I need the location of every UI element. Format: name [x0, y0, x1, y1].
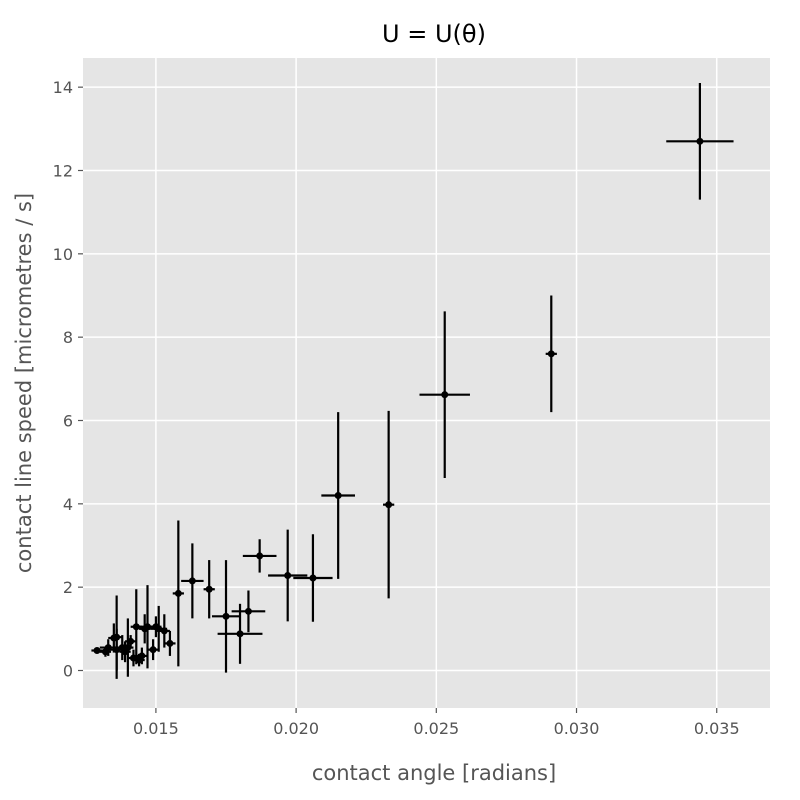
- x-tick-label: 0.020: [273, 719, 319, 738]
- x-tick-labels: 0.015 0.020 0.025 0.030 0.035: [133, 708, 740, 738]
- point-marker: [132, 623, 140, 631]
- data-point: [321, 412, 355, 579]
- point-marker: [222, 612, 230, 620]
- y-tick-label: 4: [63, 495, 73, 514]
- data-points: [91, 83, 734, 679]
- point-marker: [696, 137, 704, 145]
- y-tick-label: 0: [63, 662, 73, 681]
- point-marker: [143, 623, 151, 631]
- data-point: [217, 603, 263, 664]
- data-point: [419, 311, 470, 478]
- point-marker: [113, 633, 121, 641]
- data-point: [91, 647, 103, 654]
- point-marker: [284, 572, 292, 579]
- point-marker: [93, 647, 101, 654]
- data-point: [136, 647, 148, 665]
- x-tick-label: 0.025: [413, 719, 459, 738]
- x-tick-label: 0.015: [133, 719, 179, 738]
- data-point: [293, 534, 333, 622]
- y-tick-label: 14: [53, 78, 73, 97]
- y-tick-label: 8: [63, 328, 73, 347]
- point-marker: [166, 639, 174, 647]
- plot-area: [83, 58, 770, 708]
- data-point: [211, 560, 241, 673]
- point-marker: [160, 627, 168, 635]
- y-tick-label: 12: [53, 162, 73, 181]
- grid-lines: [83, 58, 770, 708]
- y-tick-labels: 0 2 4 6 8 10 12 14: [53, 78, 83, 681]
- data-point: [158, 614, 170, 648]
- data-point: [203, 560, 215, 619]
- point-marker: [149, 646, 157, 654]
- point-marker: [205, 585, 213, 593]
- data-point: [164, 630, 176, 656]
- y-tick-label: 10: [53, 245, 73, 264]
- x-tick-label: 0.030: [554, 719, 600, 738]
- point-marker: [441, 391, 449, 399]
- data-point: [172, 520, 184, 667]
- data-point: [147, 639, 159, 661]
- x-tick-label: 0.035: [694, 719, 740, 738]
- data-point: [383, 410, 395, 599]
- point-marker: [385, 501, 393, 509]
- data-point: [130, 589, 142, 665]
- point-marker: [174, 589, 182, 597]
- data-point: [268, 529, 308, 622]
- point-marker: [188, 577, 196, 585]
- y-axis-label: contact line speed [micrometres / s]: [12, 193, 36, 573]
- x-axis-label: contact angle [radians]: [312, 761, 556, 785]
- point-marker: [244, 607, 252, 615]
- data-point: [125, 635, 137, 648]
- data-point: [231, 590, 266, 633]
- y-tick-label: 2: [63, 578, 73, 597]
- point-marker: [138, 652, 146, 660]
- point-marker: [127, 637, 135, 645]
- data-point: [242, 539, 277, 573]
- chart-title: U = U(θ): [382, 20, 486, 48]
- point-marker: [547, 350, 555, 358]
- y-tick-label: 6: [63, 412, 73, 431]
- data-point: [545, 295, 557, 413]
- data-point: [181, 543, 204, 619]
- data-point: [111, 595, 123, 679]
- data-point: [666, 83, 734, 200]
- point-marker: [334, 492, 342, 499]
- point-marker: [236, 630, 244, 638]
- point-marker: [309, 574, 317, 582]
- point-marker: [256, 552, 264, 560]
